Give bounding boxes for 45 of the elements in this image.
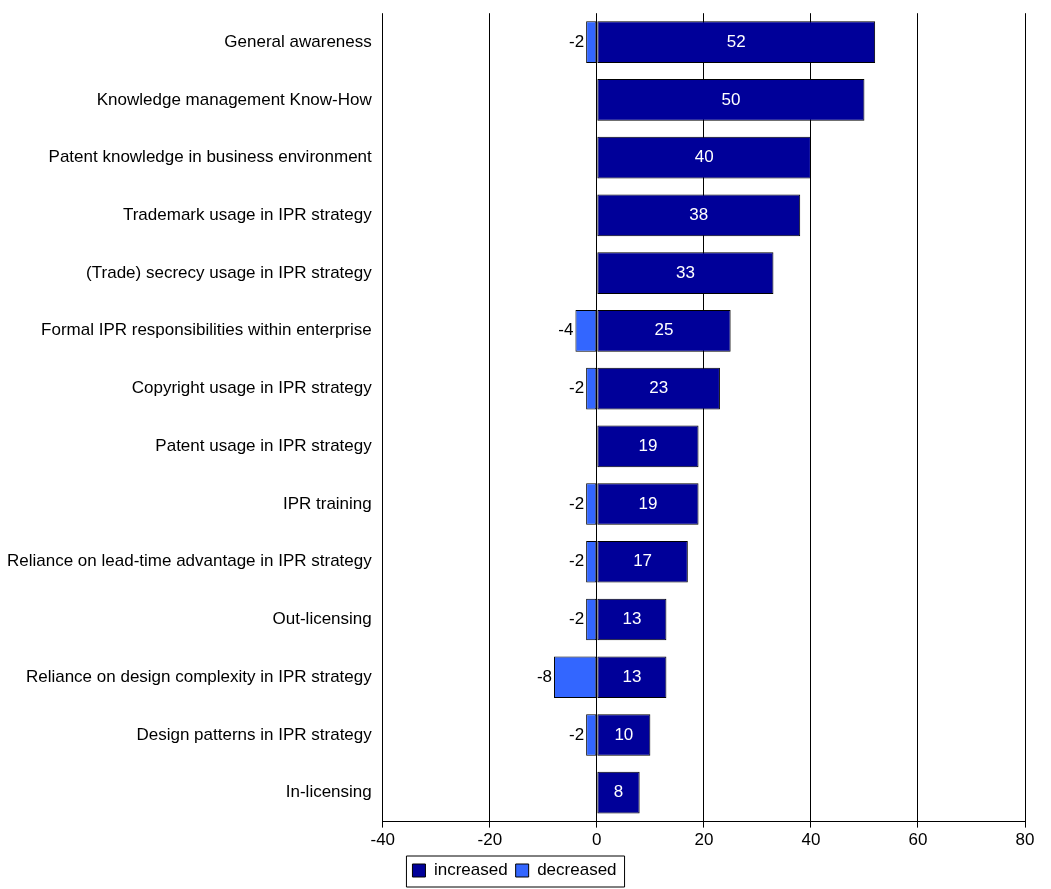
data-label: 25 bbox=[654, 320, 674, 340]
legend-label: increased bbox=[433, 860, 508, 880]
data-label: 38 bbox=[689, 204, 709, 224]
x-tick-label: -20 bbox=[477, 830, 503, 850]
data-label: 8 bbox=[613, 782, 624, 802]
data-label: 19 bbox=[638, 435, 658, 455]
data-label: 13 bbox=[622, 609, 642, 629]
y-tick-label: (Trade) secrecy usage in IPR strategy bbox=[86, 262, 373, 282]
data-label: 10 bbox=[614, 724, 634, 744]
x-tick-label: 40 bbox=[801, 830, 821, 850]
data-label: -2 bbox=[569, 724, 585, 744]
y-tick-label: Patent knowledge in business environment bbox=[48, 147, 373, 167]
data-label: 40 bbox=[694, 147, 714, 167]
data-label: -2 bbox=[569, 551, 585, 571]
data-label: -8 bbox=[536, 666, 553, 686]
x-tick-label: 0 bbox=[592, 830, 602, 850]
y-tick-label: General awareness bbox=[224, 31, 372, 51]
y-tick-label: Design patterns in IPR strategy bbox=[136, 724, 373, 744]
y-tick-label: Copyright usage in IPR strategy bbox=[131, 378, 373, 398]
y-tick-label: In-licensing bbox=[285, 782, 372, 802]
data-label: 13 bbox=[622, 666, 642, 686]
y-tick-label: Trademark usage in IPR strategy bbox=[122, 204, 373, 224]
y-tick-label: Knowledge management Know-How bbox=[96, 89, 373, 109]
data-label: 23 bbox=[649, 378, 669, 398]
data-label: -2 bbox=[569, 378, 585, 398]
data-label: -4 bbox=[558, 320, 574, 340]
data-label: -2 bbox=[569, 609, 585, 629]
data-label: -2 bbox=[569, 493, 585, 513]
x-tick-label: 60 bbox=[908, 830, 928, 850]
data-label: 19 bbox=[638, 493, 658, 513]
y-tick-label: Out-licensing bbox=[272, 609, 372, 629]
x-tick-label: -40 bbox=[370, 830, 396, 850]
y-tick-label: Reliance on lead-time advantage in IPR strategy bbox=[7, 551, 373, 571]
data-label: 52 bbox=[726, 31, 746, 51]
data-label: 50 bbox=[721, 89, 741, 109]
y-tick-label: IPR training bbox=[282, 493, 372, 513]
legend-label: decreased bbox=[537, 860, 617, 880]
x-tick-label: 80 bbox=[1015, 830, 1035, 850]
x-tick-label: 20 bbox=[694, 830, 714, 850]
data-label: 17 bbox=[633, 551, 653, 571]
y-tick-label: Reliance on design complexity in IPR strategy bbox=[25, 666, 373, 686]
y-tick-label: Formal IPR responsibilities within enterprise bbox=[41, 320, 372, 340]
data-label: -2 bbox=[569, 31, 585, 51]
y-tick-label: Patent usage in IPR strategy bbox=[155, 435, 373, 455]
data-label: 33 bbox=[675, 262, 695, 282]
